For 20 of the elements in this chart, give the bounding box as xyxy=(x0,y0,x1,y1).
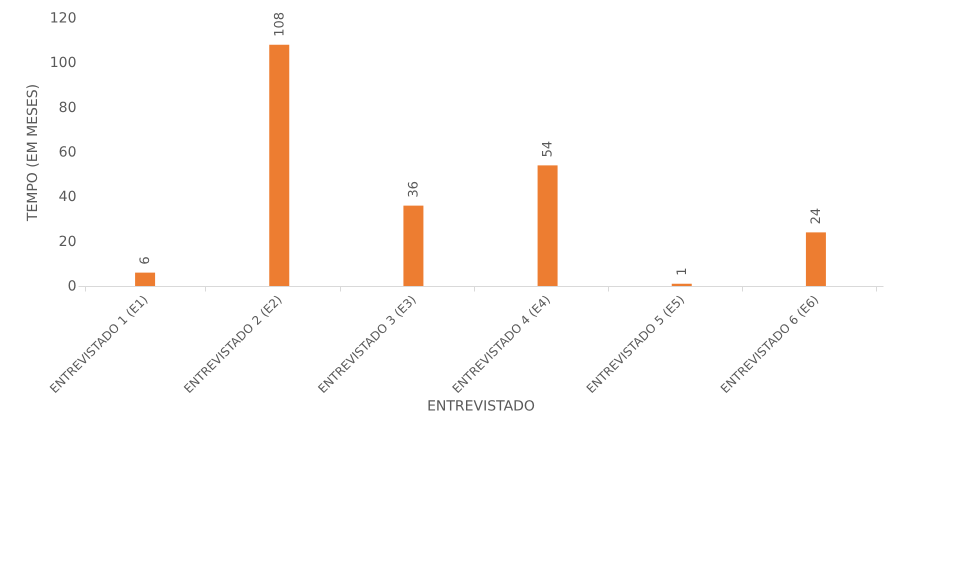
y-tick-label: 120 xyxy=(50,10,76,26)
y-tick-label: 60 xyxy=(58,144,76,160)
y-tick-label: 20 xyxy=(58,234,76,250)
bar xyxy=(806,232,826,286)
y-tick-label: 80 xyxy=(58,100,76,116)
y-tick-label: 100 xyxy=(50,55,76,72)
data-label: 24 xyxy=(808,208,824,224)
bar xyxy=(403,206,424,286)
bar xyxy=(135,272,156,286)
data-label: 36 xyxy=(406,181,422,198)
data-label: 1 xyxy=(674,267,690,276)
x-axis-title: ENTREVISTADO xyxy=(427,398,535,414)
data-label: 54 xyxy=(540,140,556,158)
data-label: 6 xyxy=(138,256,154,265)
y-tick-label: 40 xyxy=(58,189,76,206)
y-tick-label: 0 xyxy=(68,278,76,294)
y-axis-title: TEMPO (EM MESES) xyxy=(24,84,41,222)
data-label: 108 xyxy=(272,12,288,37)
bar xyxy=(269,44,290,286)
bar xyxy=(538,165,558,286)
